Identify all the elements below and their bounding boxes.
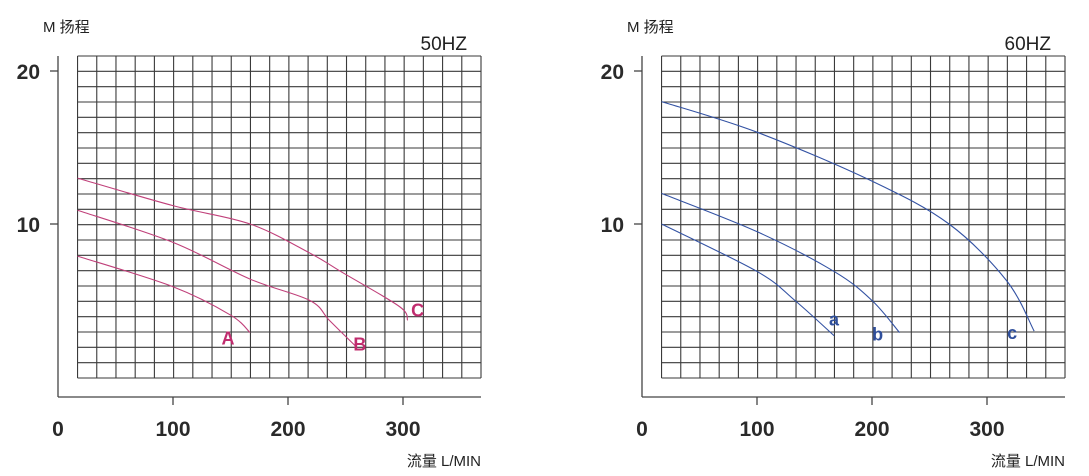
x-tick-label: 200 [270, 418, 305, 441]
y-tick-label: 20 [601, 61, 624, 84]
curve-label-A: A [222, 329, 235, 349]
x-tick-label: 300 [969, 418, 1004, 441]
chart-title: 50HZ [421, 34, 468, 55]
curve-c [661, 101, 1035, 332]
curve-label-B: B [353, 334, 366, 354]
chart-title: 60HZ [1005, 34, 1052, 55]
curve-label-C: C [411, 300, 424, 320]
x-tick-label: 100 [155, 418, 190, 441]
curve-label-c: c [1007, 323, 1017, 343]
y-axis-title: M 扬程 [43, 19, 90, 36]
grid [660, 55, 1066, 379]
curve-label-b: b [872, 325, 883, 345]
curve-B [77, 209, 357, 347]
x-tick-label: 100 [739, 418, 774, 441]
grid [77, 55, 482, 379]
x-tick-label: 0 [636, 418, 648, 441]
x-axis-title: 流量 L/MIN [407, 453, 481, 470]
x-tick-label: 300 [385, 418, 420, 441]
x-tick-label: 0 [52, 418, 64, 441]
curve-b [661, 192, 901, 333]
y-tick-label: 10 [601, 214, 624, 237]
y-axis-title: M 扬程 [627, 19, 674, 36]
curve-label-a: a [829, 310, 840, 330]
y-tick-label: 10 [17, 214, 40, 237]
y-tick-label: 20 [17, 61, 40, 84]
curve-A [77, 255, 251, 334]
x-tick-label: 200 [854, 418, 889, 441]
x-axis-title: 流量 L/MIN [991, 453, 1065, 470]
curve-a [661, 223, 835, 337]
curve-C [77, 177, 409, 321]
